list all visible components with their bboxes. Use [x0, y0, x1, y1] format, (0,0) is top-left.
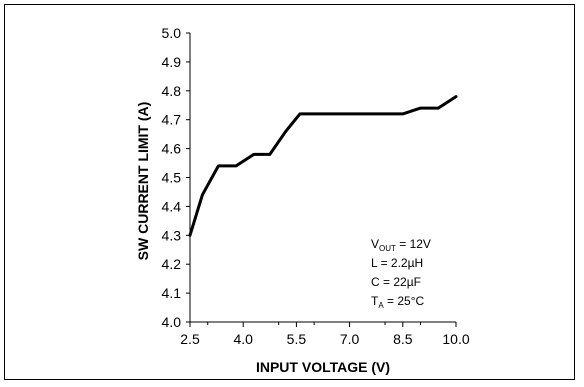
x-tick-label: 7.0: [340, 331, 360, 347]
y-tick-labels: 4.0 4.1 4.2 4.3 4.4 4.5 4.6 4.7 4.8 4.9 5.0: [162, 25, 182, 330]
x-tick-label: 4.0: [233, 331, 253, 347]
annotation-line: L = 2.2µH: [371, 256, 423, 270]
y-tick-label: 4.7: [162, 112, 182, 128]
y-tick-label: 4.8: [162, 83, 182, 99]
annotation-line: TA = 25°C: [371, 294, 425, 310]
series-line-1: [188, 95, 458, 237]
annotation-line: VOUT = 12V: [371, 237, 431, 253]
y-tick-label: 4.3: [162, 227, 182, 243]
y-tick-label: 4.6: [162, 141, 182, 157]
x-tick-labels: 2.5 4.0 5.5 7.0 8.5 10.0: [180, 331, 470, 347]
y-tick-label: 5.0: [162, 25, 182, 41]
series-lines: [188, 95, 458, 237]
y-tick-label: 4.4: [162, 198, 182, 214]
y-axis-title: SW CURRENT LIMIT (A): [135, 102, 151, 261]
y-tick-label: 4.5: [162, 170, 182, 186]
y-tick-label: 4.1: [162, 285, 182, 301]
x-tick-label: 2.5: [180, 331, 200, 347]
x-tick-label: 5.5: [287, 331, 307, 347]
x-tick-label: 10.0: [442, 331, 469, 347]
y-tick-label: 4.2: [162, 256, 182, 272]
annotation-line: C = 22µF: [371, 275, 421, 289]
chart-frame: [4, 4, 575, 380]
plot-axes: [186, 32, 457, 327]
y-tick-label: 4.9: [162, 54, 182, 70]
x-tick-label: 8.5: [393, 331, 413, 347]
y-tick-label: 4.0: [162, 314, 182, 330]
conditions-annotation: VOUT = 12V L = 2.2µH C = 22µF TA = 25°C: [371, 237, 431, 310]
x-axis-title: INPUT VOLTAGE (V): [256, 359, 390, 375]
